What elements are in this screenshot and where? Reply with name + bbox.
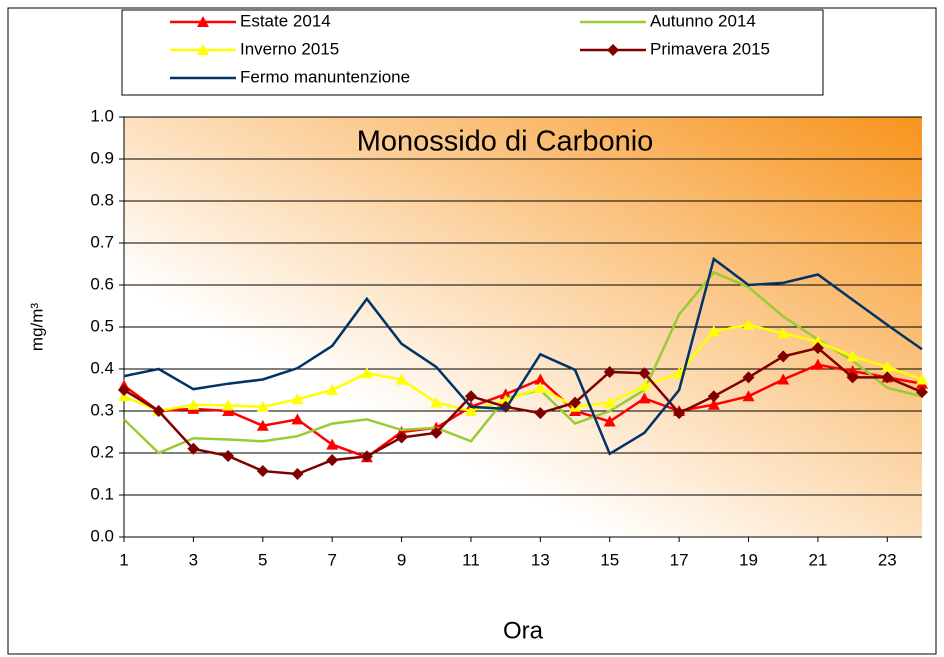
marker [811, 342, 824, 354]
marker [777, 327, 790, 339]
marker [291, 413, 304, 425]
marker [464, 405, 477, 416]
x-tick-label: 15 [600, 550, 619, 569]
marker [742, 371, 755, 384]
marker [707, 398, 720, 410]
x-tick-label: 23 [878, 550, 897, 569]
legend-label: Inverno 2015 [240, 39, 339, 58]
marker [326, 384, 339, 395]
marker [256, 465, 269, 478]
series-line [123, 256, 923, 456]
marker [395, 431, 408, 444]
marker [197, 16, 209, 27]
x-tick-label: 17 [670, 550, 689, 569]
marker [360, 367, 373, 379]
legend-label: Estate 2014 [240, 11, 331, 30]
marker [777, 373, 790, 385]
marker [197, 44, 209, 55]
marker [811, 358, 824, 370]
y-tick-label: 0.8 [90, 190, 114, 209]
y-tick-label: 0.6 [90, 274, 114, 293]
marker [291, 468, 304, 480]
legend-label: Autunno 2014 [650, 11, 756, 30]
y-tick-label: 0.3 [90, 400, 114, 419]
marker [187, 398, 200, 410]
marker [638, 367, 651, 380]
marker [256, 419, 269, 431]
marker [291, 393, 304, 405]
marker [534, 407, 547, 420]
y-tick-label: 0.0 [90, 526, 114, 545]
marker [326, 438, 339, 450]
marker [534, 381, 547, 393]
marker [777, 350, 790, 363]
marker [673, 407, 686, 420]
marker [118, 384, 130, 396]
y-tick-label: 0.1 [90, 484, 114, 503]
marker [464, 390, 477, 403]
x-tick-label: 11 [462, 550, 480, 569]
y-tick-label: 0.9 [90, 148, 114, 167]
y-tick-label: 0.7 [90, 232, 114, 251]
y-tick-label: 0.2 [90, 442, 114, 461]
marker [187, 442, 200, 455]
marker [881, 371, 894, 384]
marker [430, 396, 443, 408]
legend-box [121, 9, 824, 96]
marker [846, 371, 859, 384]
y-tick-label: 1.0 [90, 106, 114, 125]
marker [326, 454, 339, 467]
series-line [123, 346, 923, 476]
x-tick-label: 7 [327, 550, 336, 569]
y-axis-label: mg/m³ [27, 303, 46, 352]
y-tick-label: 0.5 [90, 316, 114, 335]
marker [603, 365, 616, 378]
marker [638, 379, 651, 391]
marker [256, 400, 269, 412]
marker [222, 399, 235, 411]
marker [638, 392, 651, 404]
x-tick-label: 13 [531, 550, 550, 569]
x-axis-label: Ora [503, 617, 544, 644]
marker [846, 350, 859, 362]
marker [603, 396, 616, 408]
x-tick-label: 9 [397, 550, 406, 569]
x-tick-label: 19 [739, 550, 758, 569]
x-tick-label: 1 [119, 550, 128, 569]
series-line [123, 363, 923, 459]
x-tick-label: 5 [258, 550, 267, 569]
marker [430, 426, 443, 439]
marker [916, 373, 928, 385]
marker [152, 405, 165, 417]
marker [222, 449, 235, 462]
marker [707, 390, 720, 403]
x-tick-label: 21 [808, 550, 827, 569]
marker [916, 386, 928, 399]
y-tick-label: 0.4 [90, 358, 114, 377]
marker [811, 335, 824, 347]
legend-label: Fermo manuntenzione [240, 67, 410, 86]
marker [360, 450, 373, 463]
marker [607, 44, 619, 56]
marker [395, 373, 408, 385]
series-line [123, 323, 923, 413]
legend-label: Primavera 2015 [650, 39, 770, 58]
marker [707, 325, 720, 337]
marker [742, 318, 755, 330]
chart-title: Monossido di Carbonio [357, 126, 654, 158]
marker [881, 360, 894, 372]
marker [742, 390, 755, 402]
marker [569, 396, 582, 409]
marker [603, 415, 616, 427]
x-tick-label: 3 [189, 550, 198, 569]
marker [534, 373, 547, 385]
